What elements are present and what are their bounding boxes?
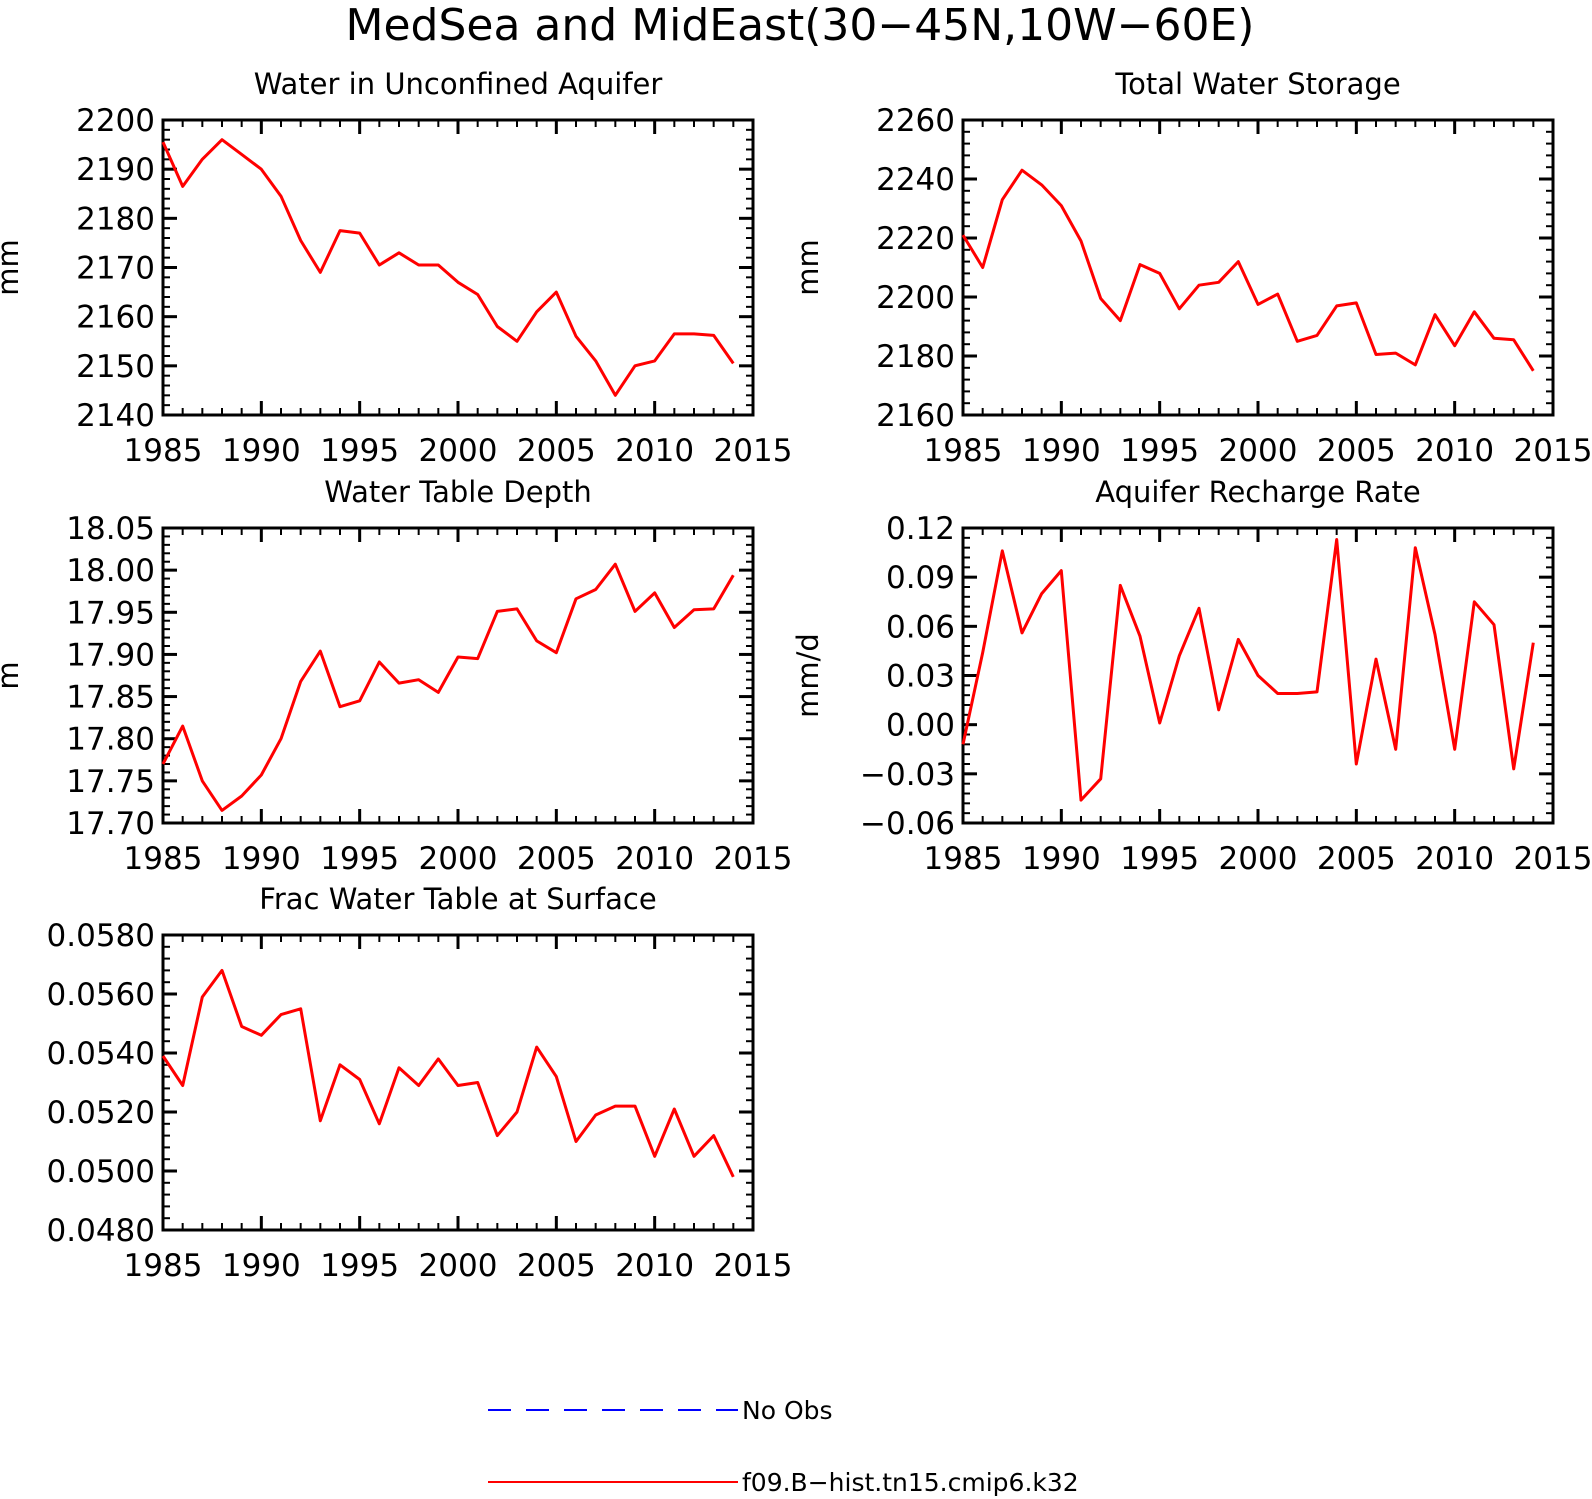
x-tick-label: 1995 xyxy=(320,433,399,469)
x-tick-label: 2015 xyxy=(714,433,793,469)
x-tick-label: 1990 xyxy=(1022,433,1101,469)
series-line-1 xyxy=(961,538,1535,802)
y-tick-label: 17.85 xyxy=(66,680,155,716)
x-tick-label: 2015 xyxy=(714,1248,793,1284)
panel-1: Water in Unconfined Aquifer 1985 1990 1995 2… xyxy=(0,67,792,469)
x-tick-label: 2005 xyxy=(517,841,596,877)
plot-frame xyxy=(161,526,755,825)
panel-title: Aquifer Recharge Rate xyxy=(1095,475,1421,509)
x-tick-label: 2010 xyxy=(1415,433,1494,469)
x-tick-label: 2000 xyxy=(1219,841,1298,877)
y-tick-label: 17.75 xyxy=(66,764,155,800)
y-tick-label: 2180 xyxy=(76,201,155,237)
y-tick-label: 0.06 xyxy=(886,609,955,645)
y-axis-label: mm xyxy=(0,239,25,296)
x-tick-label: 2015 xyxy=(714,841,793,877)
y-tick-label: 2260 xyxy=(876,103,955,139)
y-tick-label: 17.95 xyxy=(66,595,155,631)
legend-model-label: f09.B−hist.tn15.cmip6.k32 xyxy=(742,1468,1079,1497)
x-tick-label: 1995 xyxy=(320,1248,399,1284)
y-tick-label: 2200 xyxy=(876,280,955,316)
plot-frame xyxy=(161,118,755,417)
y-tick-label: 2150 xyxy=(76,349,155,385)
x-tick-label: 2015 xyxy=(1514,841,1592,877)
series-line-1 xyxy=(161,562,735,812)
x-tick-label: 1990 xyxy=(222,841,301,877)
x-tick-label: 2015 xyxy=(1514,433,1592,469)
x-tick-label: 1985 xyxy=(924,433,1003,469)
series-line-1 xyxy=(961,168,1535,372)
x-tick-label: 2010 xyxy=(615,433,694,469)
y-tick-label: 2160 xyxy=(876,398,955,434)
y-tick-label: 0.0520 xyxy=(47,1095,155,1131)
y-tick-label: 0.00 xyxy=(886,708,955,744)
x-tick-label: 1990 xyxy=(1022,841,1101,877)
y-tick-label: 2190 xyxy=(76,152,155,188)
plot-frame xyxy=(161,933,755,1232)
y-tick-label: 18.00 xyxy=(66,553,155,589)
y-tick-label: 0.12 xyxy=(886,511,955,547)
x-tick-label: 2000 xyxy=(419,841,498,877)
y-tick-label: 17.90 xyxy=(66,637,155,673)
x-tick-label: 1995 xyxy=(320,841,399,877)
x-tick-label: 2005 xyxy=(1317,433,1396,469)
x-tick-label: 1985 xyxy=(124,1248,203,1284)
x-tick-label: 2010 xyxy=(615,1248,694,1284)
y-tick-label: −0.03 xyxy=(860,757,955,793)
panel-title: Water in Unconfined Aquifer xyxy=(254,67,663,101)
panel-title: Frac Water Table at Surface xyxy=(259,882,656,916)
x-tick-label: 2000 xyxy=(1219,433,1298,469)
y-tick-label: 2170 xyxy=(76,251,155,287)
y-tick-label: 2140 xyxy=(76,398,155,434)
y-tick-label: 0.09 xyxy=(886,560,955,596)
y-tick-label: −0.06 xyxy=(860,806,955,842)
y-tick-label: 2200 xyxy=(76,103,155,139)
y-tick-label: 2220 xyxy=(876,221,955,257)
series-line-1 xyxy=(161,138,735,397)
y-tick-label: 2160 xyxy=(76,300,155,336)
x-tick-label: 1985 xyxy=(124,841,203,877)
y-tick-label: 2240 xyxy=(876,162,955,198)
x-tick-label: 2000 xyxy=(419,1248,498,1284)
y-tick-label: 0.03 xyxy=(886,659,955,695)
x-tick-label: 1995 xyxy=(1120,433,1199,469)
figure-title: MedSea and MidEast(30−45N,10W−60E) xyxy=(346,0,1255,51)
x-tick-label: 1985 xyxy=(924,841,1003,877)
y-tick-label: 0.0540 xyxy=(47,1036,155,1072)
y-tick-label: 0.0500 xyxy=(47,1154,155,1190)
panel-title: Water Table Depth xyxy=(324,475,592,509)
y-tick-label: 0.0560 xyxy=(47,977,155,1013)
panels: Water in Unconfined Aquifer 1985 1990 1995 2… xyxy=(0,67,1592,1284)
panel-2: Total Water Storage 1985 1990 1995 2000 2005 2… xyxy=(791,67,1592,469)
y-tick-label: 0.0480 xyxy=(47,1213,155,1249)
y-tick-label: 0.0580 xyxy=(47,918,155,954)
x-tick-label: 1995 xyxy=(1120,841,1199,877)
y-tick-label: 2180 xyxy=(876,339,955,375)
legend: No Obs f09.B−hist.tn15.cmip6.k32 xyxy=(488,1396,1079,1497)
plot-frame xyxy=(961,118,1555,417)
x-tick-label: 2010 xyxy=(615,841,694,877)
x-tick-label: 1990 xyxy=(222,1248,301,1284)
y-tick-label: 18.05 xyxy=(66,511,155,547)
legend-obs-label: No Obs xyxy=(742,1396,833,1425)
y-axis-label: m xyxy=(0,661,25,689)
panel-title: Total Water Storage xyxy=(1114,67,1400,101)
y-axis-label: mm xyxy=(791,239,825,296)
panel-3: Water Table Depth 1985 1990 1995 2000 2005 201… xyxy=(0,475,792,877)
y-axis-label: mm/d xyxy=(791,633,825,718)
panel-5: Frac Water Table at Surface 1985 1990 1995 2… xyxy=(47,882,793,1284)
x-tick-label: 2005 xyxy=(1317,841,1396,877)
x-tick-label: 2005 xyxy=(517,433,596,469)
x-tick-label: 2005 xyxy=(517,1248,596,1284)
panel-4: Aquifer Recharge Rate 1985 1990 1995 2000 200… xyxy=(791,475,1592,877)
y-tick-label: 17.70 xyxy=(66,806,155,842)
series-line-1 xyxy=(161,968,735,1178)
y-tick-label: 17.80 xyxy=(66,722,155,758)
x-tick-label: 1990 xyxy=(222,433,301,469)
x-tick-label: 2010 xyxy=(1415,841,1494,877)
x-tick-label: 1985 xyxy=(124,433,203,469)
x-tick-label: 2000 xyxy=(419,433,498,469)
